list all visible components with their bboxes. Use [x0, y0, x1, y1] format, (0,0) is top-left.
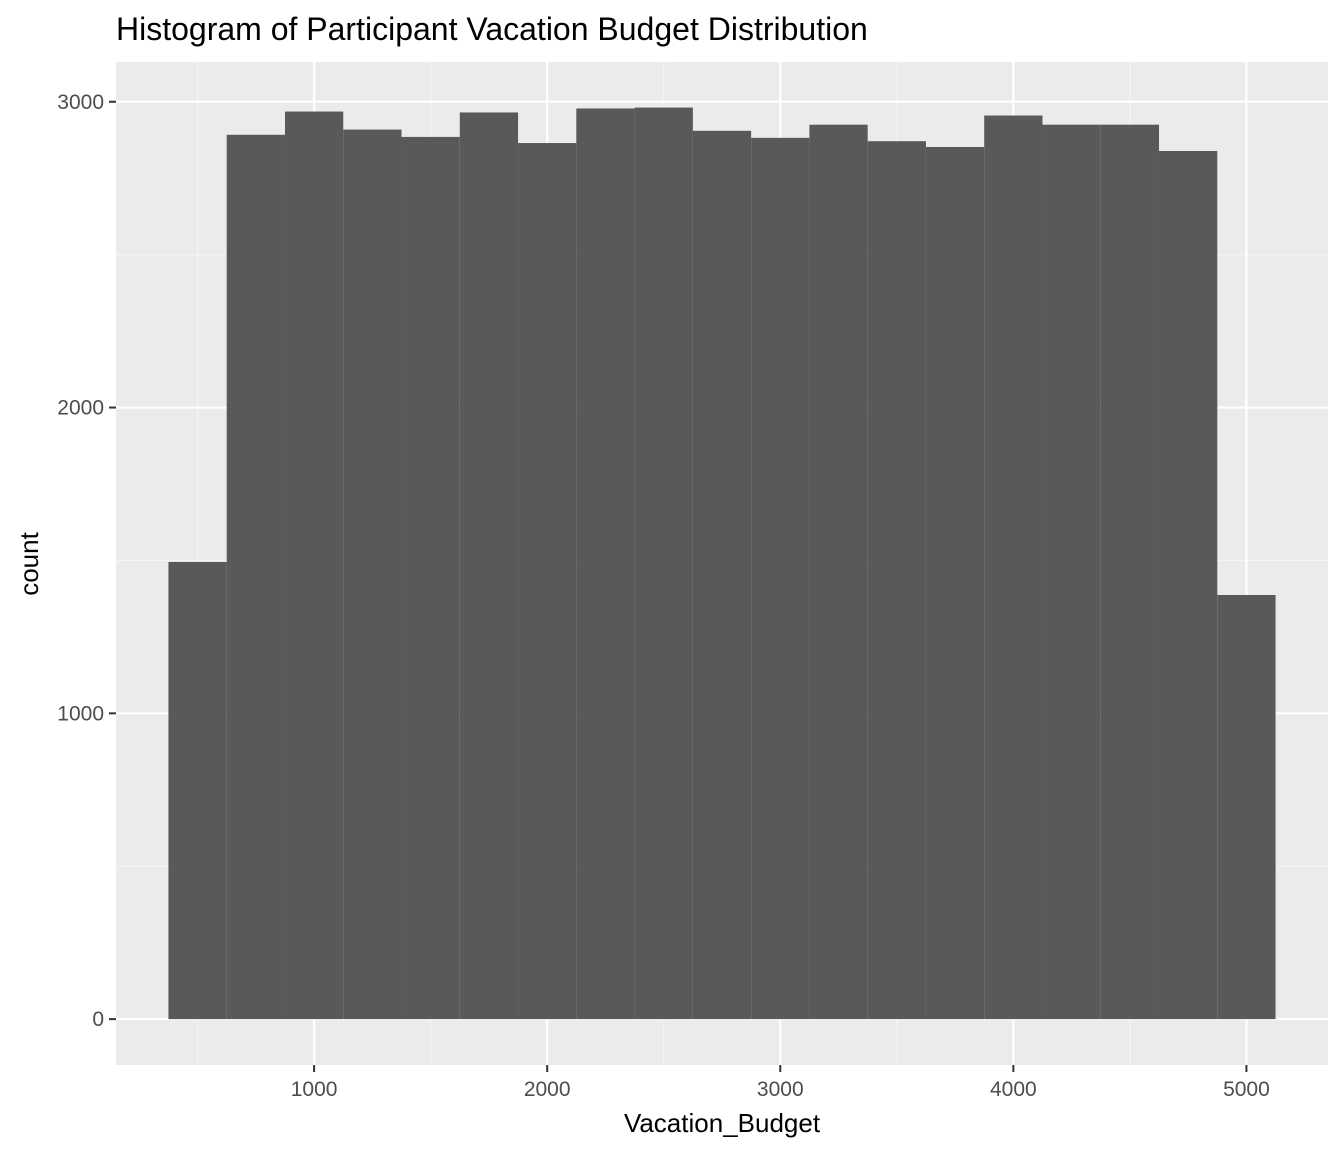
histogram-bar [1042, 124, 1101, 1020]
histogram-bar [284, 111, 344, 1020]
histogram-bar [1217, 594, 1276, 1020]
y-axis-title: count [14, 531, 44, 595]
y-tick-label: 2000 [57, 397, 104, 420]
y-tick-label: 0 [92, 1008, 104, 1031]
histogram-bar [867, 141, 926, 1020]
histogram-bar [751, 137, 810, 1020]
histogram-bar [984, 115, 1043, 1020]
histogram-bar [168, 561, 227, 1020]
histogram-bar [576, 108, 635, 1020]
chart-title: Histogram of Participant Vacation Budget… [116, 11, 868, 47]
x-tick-label: 5000 [1223, 1078, 1270, 1101]
y-tick-label: 1000 [57, 702, 104, 725]
x-tick-label: 4000 [990, 1078, 1037, 1101]
x-tick-label: 3000 [757, 1078, 804, 1101]
histogram-bar [634, 107, 693, 1020]
y-tick-label: 3000 [57, 91, 104, 114]
histogram-bar [518, 143, 577, 1020]
x-tick-label: 2000 [524, 1078, 571, 1101]
histogram-bar [226, 134, 285, 1020]
histogram-bars [168, 107, 1276, 1020]
histogram-bar [459, 112, 519, 1020]
histogram-bar [343, 129, 402, 1020]
histogram-bar [692, 130, 752, 1020]
histogram-bar [1159, 150, 1218, 1020]
x-tick-label: 1000 [291, 1078, 338, 1101]
histogram-bar [401, 136, 460, 1020]
x-axis-title: Vacation_Budget [624, 1108, 821, 1138]
histogram-bar [925, 147, 985, 1020]
histogram-bar [1100, 124, 1160, 1020]
y-axis: 0 1000 2000 3000 [57, 91, 116, 1031]
x-axis: 1000 2000 3000 4000 5000 [291, 1065, 1270, 1101]
histogram-bar [809, 124, 868, 1020]
